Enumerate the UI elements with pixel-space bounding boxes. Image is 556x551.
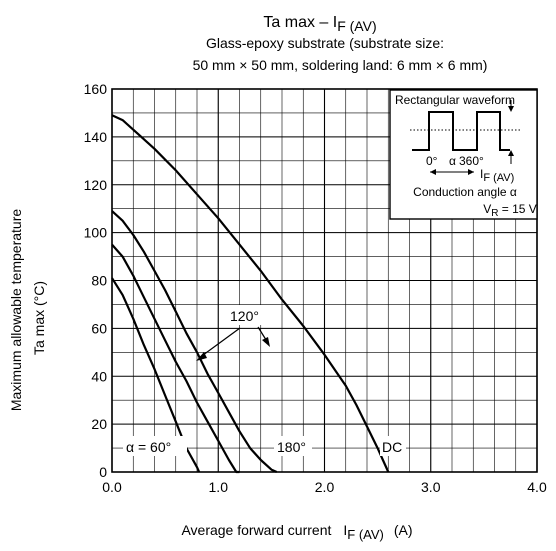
- x-tick-label: 1.0: [209, 479, 229, 495]
- x-tick-label: 3.0: [421, 479, 441, 495]
- inset-label-if-symbol: I: [480, 167, 483, 181]
- x-axis-label: Average forward current IF (AV) (A): [181, 522, 412, 542]
- plot-frame: [111, 88, 538, 473]
- x-tick-label: 4.0: [527, 479, 547, 495]
- inset-vr-sub: R: [491, 208, 498, 219]
- inset-label-0: 0°: [426, 154, 438, 168]
- annotation-180-text: 180°: [277, 439, 306, 455]
- chart-subtitle-line2: 50 mm × 50 mm, soldering land: 6 mm × 6 …: [193, 57, 488, 73]
- y-tick-label: 140: [84, 129, 108, 145]
- y-tick-label: 100: [84, 225, 108, 241]
- annotation-120: 120°: [196, 305, 270, 361]
- inset-vr-arrowhead-up: [508, 150, 514, 156]
- inset-label-if-sub: F (AV): [483, 172, 514, 184]
- inset-span-arrowhead-left: [430, 169, 436, 175]
- annotation-dc: DC: [380, 436, 406, 456]
- y-tick-label: 80: [91, 273, 107, 289]
- inset-waveform-box: Rectangular waveform 0° α 360° IF (AV) C…: [389, 89, 538, 220]
- inset-vr: VR = 15 V: [483, 202, 537, 219]
- x-axis-label-symbol: I: [343, 522, 347, 538]
- inset-conduction-angle: Conduction angle α: [413, 185, 517, 199]
- y-tick-label: 40: [91, 368, 107, 384]
- inset-vr-value: = 15 V: [498, 202, 536, 216]
- annotation-180: 180°: [274, 436, 312, 456]
- x-tick-label: 2.0: [315, 479, 335, 495]
- y-axis-label-line2: Ta max (°C): [31, 281, 47, 355]
- x-tick-label: 0.0: [102, 479, 122, 495]
- y-tick-label: 60: [91, 320, 107, 336]
- x-axis-label-main: Average forward current: [181, 522, 331, 538]
- x-tick-labels: 0.0 1.0 2.0 3.0 4.0: [102, 479, 547, 495]
- chart-title-sub: F (AV): [337, 18, 376, 34]
- series-lines: [111, 114, 390, 474]
- inset-title: Rectangular waveform: [395, 93, 515, 107]
- y-axis-label-line1: Maximum allowable temperature: [8, 209, 24, 412]
- series-line-1: [111, 243, 240, 474]
- annotation-alpha-60-text: α = 60°: [126, 439, 171, 455]
- annotation-120-arrow-1: [198, 327, 241, 359]
- chart-title-main: Ta max – I: [263, 14, 337, 31]
- y-tick-label: 120: [84, 177, 108, 193]
- chart-title: Ta max – IF (AV): [263, 14, 376, 34]
- y-tick-label: 160: [84, 81, 108, 97]
- inset-vr-arrowhead-down: [508, 106, 514, 112]
- y-tick-labels: 0 20 40 60 80 100 120 140 160: [84, 81, 108, 480]
- chart-subtitle-line1: Glass-epoxy substrate (substrate size:: [206, 35, 444, 51]
- inset-label-if: IF (AV): [480, 167, 514, 184]
- annotation-120-arrowhead-1: [196, 352, 207, 361]
- inset-vr-symbol: V: [483, 202, 491, 216]
- y-tick-label: 20: [91, 416, 107, 432]
- inset-waveform: [412, 111, 510, 151]
- annotation-dc-text: DC: [382, 439, 402, 455]
- x-axis-label-sub: F (AV): [347, 527, 384, 542]
- x-axis-label-unit: (A): [394, 522, 413, 538]
- series-line-3: [111, 114, 390, 473]
- inset-span-arrowhead-right: [468, 169, 474, 175]
- series-line-2: [111, 210, 278, 474]
- annotation-120-text: 120°: [230, 308, 259, 324]
- y-tick-label: 0: [99, 464, 107, 480]
- annotation-alpha-60: α = 60°: [123, 436, 187, 456]
- annotation-120-arrowhead-2: [262, 337, 270, 347]
- inset-label-360: 360°: [459, 154, 484, 168]
- inset-label-alpha: α: [449, 154, 456, 168]
- series-line-0: [111, 277, 201, 473]
